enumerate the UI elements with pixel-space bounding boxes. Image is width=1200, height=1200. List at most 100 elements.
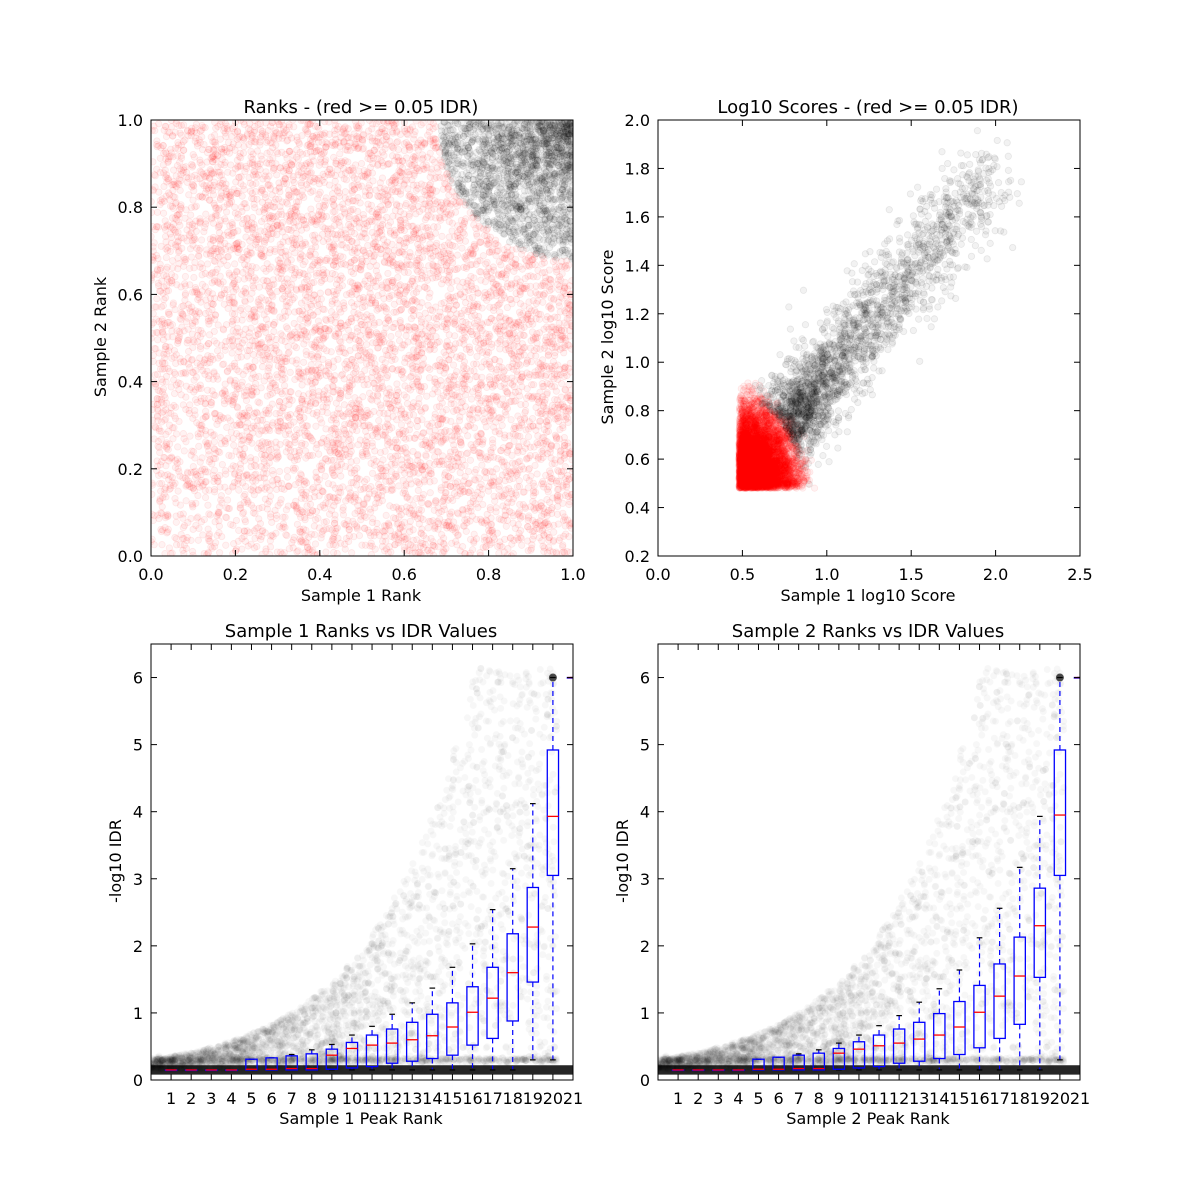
scatter-point [286, 332, 295, 340]
scatter-point [451, 242, 459, 251]
scatter-point [508, 540, 516, 548]
scatter-point [231, 260, 239, 268]
scatter-point [284, 502, 292, 510]
scatter-point [153, 295, 161, 303]
scatter-point [390, 308, 398, 316]
scatter-point [294, 171, 302, 179]
scatter-point [491, 240, 499, 248]
scatter-point [273, 148, 281, 156]
scatter-point [169, 299, 177, 307]
scatter-point [270, 306, 278, 315]
scatter-point [469, 497, 477, 506]
scatter-point [364, 241, 372, 250]
scatter-point [322, 316, 330, 325]
scatter-point [341, 194, 349, 202]
scatter-point [169, 263, 177, 272]
scatter-point [251, 204, 259, 212]
scatter-point [367, 508, 375, 516]
scatter-point [210, 337, 218, 345]
scatter-point [187, 253, 196, 261]
scatter-point [482, 423, 490, 431]
scatter-point [195, 442, 203, 450]
scatter-point [177, 234, 185, 242]
scatter-point [533, 470, 541, 478]
scatter-point [357, 356, 365, 364]
scatter-point [364, 321, 372, 329]
scatter-point [550, 528, 558, 536]
scatter-point [555, 324, 563, 332]
scatter-point [379, 335, 387, 344]
y-axis-label: Sample 2 Rank [91, 276, 110, 397]
scatter-point [555, 467, 563, 476]
scatter-point [187, 211, 195, 219]
scatter-point [448, 259, 457, 267]
scatter-point [159, 161, 167, 169]
scatter-point [260, 239, 269, 248]
scatter-point [274, 274, 282, 282]
scatter-point [493, 327, 502, 335]
scatter-point [554, 485, 563, 493]
scatter-point [424, 524, 432, 532]
scatter-point [210, 466, 218, 474]
scatter-point [511, 388, 519, 396]
scatter-point [419, 354, 427, 362]
scatter-point [298, 132, 306, 140]
ranks-scatter-panel: Ranks - (red >= 0.05 IDR) Sample 1 Rank … [91, 97, 586, 605]
scatter-point [174, 487, 182, 495]
scatter-point [190, 153, 198, 161]
scatter-point [380, 185, 389, 193]
scatter-point [242, 289, 250, 298]
scatter-point [338, 157, 346, 165]
scatter-point [280, 422, 288, 430]
scatter-point [253, 422, 261, 430]
scatter-point [179, 510, 187, 518]
scatter-point [442, 323, 450, 331]
scatter-point [467, 395, 476, 403]
scatter-point [428, 165, 436, 173]
scatter-point [247, 310, 255, 318]
scatter-point [194, 536, 202, 544]
scatter-point [368, 134, 376, 142]
scatter-point [255, 430, 263, 438]
scatter-point [299, 358, 308, 366]
scatter-point [199, 264, 207, 272]
scatter-point [203, 412, 211, 420]
scatter-point [324, 440, 332, 448]
scatter-point [478, 461, 486, 469]
scatter-point [469, 249, 477, 257]
scatter-point [400, 341, 409, 349]
scatter-point [442, 170, 451, 178]
scatter-point [207, 398, 215, 406]
scatter-point [382, 141, 390, 149]
scatter-point [263, 149, 271, 157]
plot-area: 0.0 0.2 0.4 0.6 0.8 1.00.00.20.40.60.81.0 [118, 111, 586, 584]
scatter-point [496, 299, 504, 307]
scatter-point [167, 152, 175, 160]
scatter-point [389, 176, 397, 184]
scatter-point [421, 216, 429, 224]
scatter-point [203, 302, 211, 310]
scatter-point [298, 381, 306, 389]
scatter-point [465, 305, 473, 314]
scatter-point [539, 382, 547, 391]
scatter-point [527, 546, 535, 554]
scatter-point [448, 227, 456, 235]
scatter-point [406, 527, 414, 536]
scatter-point [363, 375, 371, 383]
scatter-point [462, 391, 470, 399]
scatter-point [490, 380, 498, 388]
scatter-point [254, 444, 262, 452]
scatter-point [342, 365, 350, 373]
scatter-point [367, 149, 375, 157]
scatter-point [465, 375, 474, 384]
scatter-point [331, 519, 339, 528]
scatter-point [482, 474, 490, 482]
scatter-point [295, 138, 303, 147]
scatter-point [388, 253, 396, 261]
scatter-point [430, 477, 438, 485]
scatter-point [234, 214, 242, 222]
scatter-point [271, 383, 279, 392]
scatter-point [401, 444, 409, 452]
scatter-point [224, 304, 232, 312]
